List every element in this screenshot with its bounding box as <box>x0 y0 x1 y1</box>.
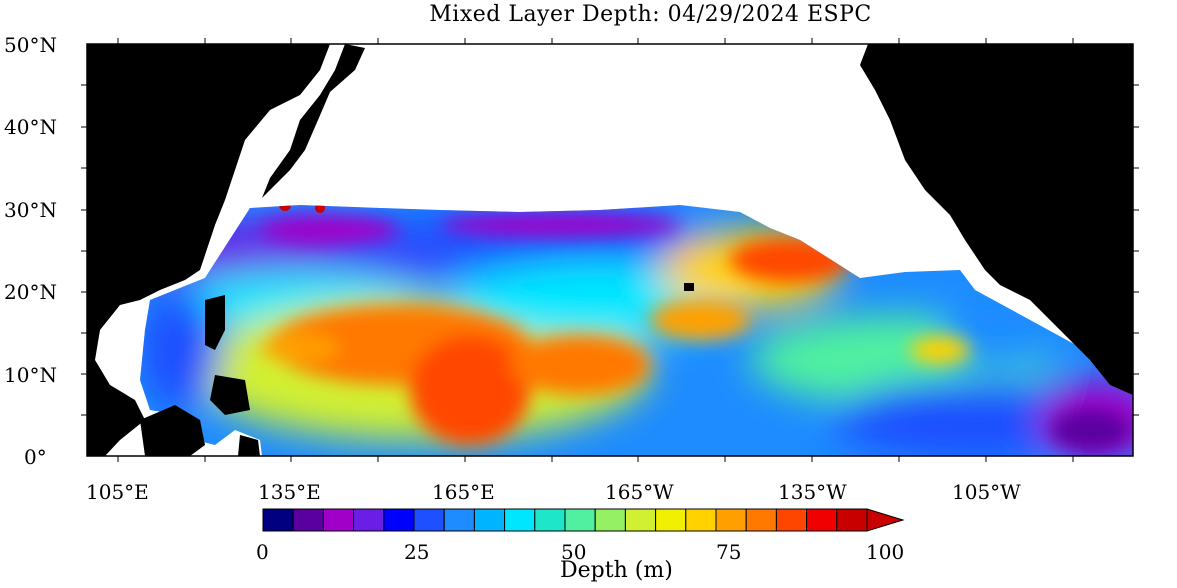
lat-label-50n: 50°N <box>4 33 57 57</box>
north-america-landmass <box>860 44 1133 395</box>
colorbar-segment <box>775 508 808 532</box>
philippines-landmass <box>205 295 250 415</box>
mixed-layer-depth-field <box>140 205 1133 456</box>
colorbar-tick-100: 100 <box>866 540 905 564</box>
colorbar-segment <box>443 508 475 532</box>
land-masses <box>87 44 1133 456</box>
colorbar-segment <box>322 508 355 532</box>
lat-label-10n: 10°N <box>4 363 57 387</box>
colorbar <box>262 508 905 532</box>
japan-landmass <box>262 44 365 198</box>
lat-label-0: 0° <box>24 445 47 469</box>
colorbar-segment <box>292 508 324 532</box>
lon-label-105e: 105°E <box>86 480 149 504</box>
asia-landmass <box>87 44 330 456</box>
colorbar-segment <box>836 508 868 532</box>
colorbar-segment <box>564 508 596 532</box>
new-guinea-landmass <box>238 435 260 456</box>
lon-label-135e: 135°E <box>258 480 321 504</box>
colorbar-tick-75: 75 <box>716 540 742 564</box>
colorbar-segment <box>534 508 566 532</box>
colorbar-tick-25: 25 <box>404 540 430 564</box>
lat-label-40n: 40°N <box>4 115 57 139</box>
map-title: Mixed Layer Depth: 04/29/2024 ESPC <box>429 2 872 27</box>
map-ticks <box>81 38 1139 462</box>
colorbar-extend-arrow <box>866 508 905 532</box>
lat-label-30n: 30°N <box>4 198 57 222</box>
lon-label-165w: 165°W <box>605 480 674 504</box>
colorbar-title: Depth (m) <box>560 558 673 583</box>
colorbar-segment <box>383 508 415 532</box>
borneo-landmass <box>140 405 205 456</box>
colorbar-segment <box>473 508 506 532</box>
colorbar-segment <box>655 508 687 532</box>
colorbar-segment <box>413 508 445 532</box>
colorbar-segment <box>504 508 536 532</box>
colorbar-segment <box>745 508 777 532</box>
colorbar-segment <box>594 508 626 532</box>
colorbar-segment <box>262 508 294 532</box>
lat-label-20n: 20°N <box>4 280 57 304</box>
colorbar-tick-50: 50 <box>561 540 587 564</box>
lon-label-105w: 105°W <box>952 480 1021 504</box>
hawaii-landmass <box>684 283 694 291</box>
colorbar-segment <box>353 508 385 532</box>
lon-label-165e: 165°E <box>432 480 495 504</box>
colorbar-segment <box>715 508 747 532</box>
map-frame <box>86 43 1134 457</box>
colorbar-segment <box>685 508 717 532</box>
colorbar-tick-0: 0 <box>256 540 269 564</box>
colorbar-segment <box>806 508 838 532</box>
colorbar-segment <box>624 508 657 532</box>
lon-label-135w: 135°W <box>778 480 847 504</box>
